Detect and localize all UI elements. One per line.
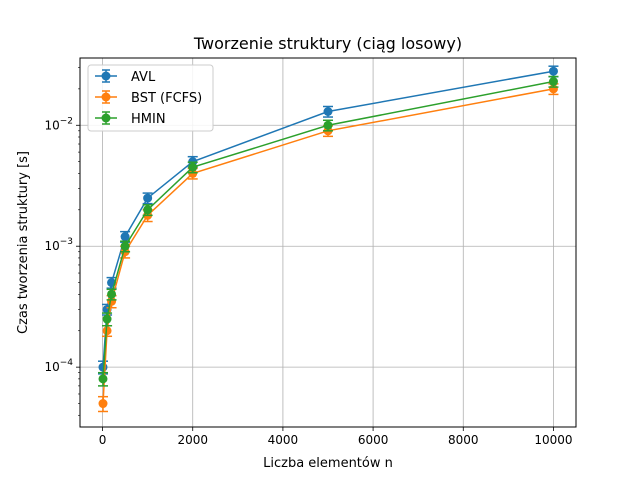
- x-axis-label: Liczba elementów n: [263, 456, 393, 471]
- legend-label: BST (FCFS): [131, 91, 202, 106]
- y-tick-label-base: 10: [44, 360, 59, 374]
- chart-title: Tworzenie struktury (ciąg losowy): [193, 34, 462, 53]
- legend-marker: [101, 113, 111, 123]
- data-point: [107, 289, 117, 299]
- data-point: [188, 162, 198, 172]
- y-tick-label-exponent: −3: [60, 237, 73, 247]
- legend-box: [87, 64, 214, 132]
- x-tick-label: 6000: [358, 433, 389, 447]
- y-tick-label-exponent: −2: [60, 116, 73, 126]
- data-point: [98, 399, 108, 409]
- y-tick-label: 10−4: [44, 358, 73, 374]
- data-point: [98, 374, 108, 384]
- data-point: [548, 77, 558, 87]
- y-tick-label-exponent: −4: [60, 358, 74, 368]
- x-tick-label: 4000: [268, 433, 299, 447]
- data-point: [102, 326, 112, 336]
- y-tick-label-base: 10: [44, 239, 59, 253]
- plot-frame: [79, 57, 577, 428]
- data-point: [548, 66, 558, 76]
- y-tick-label-base: 10: [44, 118, 59, 132]
- data-point: [323, 120, 333, 130]
- series-line: [102, 70, 554, 368]
- data-point: [102, 314, 112, 324]
- data-point: [323, 106, 333, 116]
- y-tick-label: 10−2: [44, 116, 73, 132]
- data-point: [143, 193, 153, 203]
- legend-label: HMIN: [131, 112, 166, 127]
- legend: AVL BST (FCFS) HMIN: [87, 64, 214, 132]
- x-tick-label: 0: [99, 433, 107, 447]
- data-point: [120, 241, 130, 251]
- series-layer: [97, 65, 559, 413]
- series-group: [97, 75, 559, 387]
- legend-label: AVL: [131, 70, 156, 85]
- y-tick-label: 10−3: [44, 237, 73, 253]
- y-axis-label: Czas tworzenia struktury [s]: [16, 151, 31, 334]
- data-point: [120, 232, 130, 242]
- x-tick-label: 2000: [177, 433, 208, 447]
- data-point: [143, 205, 153, 215]
- legend-marker: [101, 71, 111, 81]
- legend-marker: [101, 92, 111, 102]
- x-tick-label: 10000: [534, 433, 572, 447]
- x-tick-label: 8000: [448, 433, 479, 447]
